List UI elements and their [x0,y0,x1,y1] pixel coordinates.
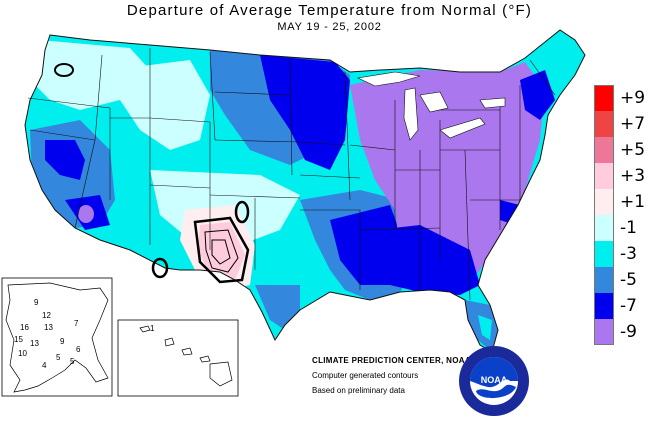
alaska-inset [1,277,113,397]
legend-row: +3 [594,163,656,189]
legend-swatch [594,215,614,241]
credits: CLIMATE PREDICTION CENTER, NOAA Computer… [312,356,482,401]
alaska-label: 4 [42,361,47,370]
alaska-station-labels: 9 16 12 13 7 15 13 9 10 5 4 5 6 [14,298,81,370]
credit-line-1: Computer generated contours [312,371,419,380]
credit-center: CLIMATE PREDICTION CENTER, NOAA [312,356,471,365]
legend-row: -3 [594,241,656,267]
alaska-label: 13 [30,339,39,348]
legend-row: +9 [594,85,656,111]
legend-swatch [594,293,614,319]
alaska-label: 13 [44,323,53,332]
noaa-logo-icon: NOAA [459,346,529,416]
alaska-label: 6 [76,345,81,354]
legend-swatch [594,267,614,293]
hawaii-label: 1 [150,324,155,333]
warm-contours [54,63,250,284]
alaska-label: 15 [14,335,23,344]
conus-contours [25,30,585,352]
legend-label: -7 [620,296,637,316]
legend-label: -5 [620,270,637,290]
legend-row: -1 [594,215,656,241]
legend-label: -1 [620,218,637,238]
legend-row: -7 [594,293,656,319]
legend: +9 +7 +5 +3 +1 -1 -3 -5 -7 -9 [594,85,656,345]
great-lakes [356,71,506,141]
hawaii-inset [117,319,239,397]
legend-swatch [594,163,614,189]
legend-row: -5 [594,267,656,293]
alaska-label: 5 [70,357,75,366]
alaska-label: 9 [34,298,39,307]
legend-swatch [594,319,614,345]
legend-swatch [594,241,614,267]
alaska-label: 5 [56,353,61,362]
credit-line-2: Based on preliminary data [312,386,405,395]
legend-swatch [594,85,614,111]
legend-swatch [594,111,614,137]
noaa-logo-text: NOAA [481,375,508,385]
legend-label: +1 [620,192,646,212]
alaska-label: 10 [18,349,27,358]
alaska-label: 7 [74,319,79,328]
legend-label: +3 [620,166,646,186]
legend-label: +5 [620,140,646,160]
legend-label: +9 [620,88,646,108]
legend-row: +5 [594,137,656,163]
legend-label: +7 [620,114,646,134]
alaska-label: 9 [60,337,65,346]
legend-label: -3 [620,244,637,264]
legend-row: -9 [594,319,656,345]
state-boundaries [24,29,586,353]
legend-swatch [594,189,614,215]
legend-label: -9 [620,322,637,342]
map-subtitle: MAY 19 - 25, 2002 [277,21,382,33]
map-title: Departure of Average Temperature from No… [126,2,533,19]
legend-row: +7 [594,111,656,137]
legend-row: +1 [594,189,656,215]
hawaii-station-labels: 1 [150,324,155,333]
alaska-label: 12 [42,311,51,320]
alaska-label: 16 [20,323,29,332]
legend-swatch [594,137,614,163]
